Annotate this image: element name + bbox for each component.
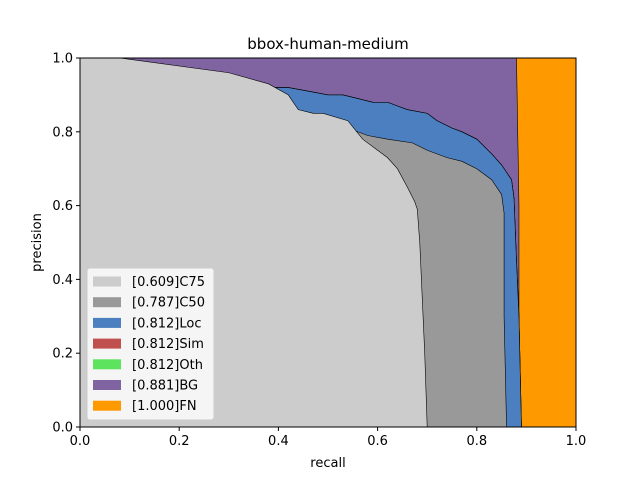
y-tick-label: 0.4 (52, 273, 73, 288)
legend-label-c50: [0.787]C50 (132, 296, 205, 311)
plot-frame (79, 57, 577, 428)
legend-label-c75: [0.609]C75 (132, 275, 205, 290)
y-tick-label: 0.2 (52, 347, 73, 362)
y-tick-label: 0.0 (52, 421, 73, 436)
legend-label-fn: [1.000]FN (132, 399, 197, 414)
y-tick-label: 1.0 (52, 52, 73, 67)
legend-swatch-loc (93, 317, 121, 328)
x-tick-label: 1.0 (566, 434, 587, 449)
legend-swatch-c75 (93, 276, 121, 287)
legend-label-bg: [0.881]BG (132, 379, 198, 394)
legend-label-loc: [0.812]Loc (132, 316, 201, 331)
y-axis-label: precision (30, 213, 45, 272)
legend-swatch-sim (93, 338, 121, 349)
legend: [0.609]C75 [0.787]C50 [0.812]Loc [0.812]Sim… (86, 267, 215, 421)
legend-label-oth: [0.812]Oth (132, 358, 203, 373)
legend-swatch-oth (93, 359, 121, 370)
y-tick-label: 0.6 (52, 199, 73, 214)
x-tick-label: 0.6 (367, 434, 388, 449)
x-axis-label: recall (310, 456, 345, 471)
legend-label-sim: [0.812]Sim (132, 337, 204, 352)
x-axis-ticks: 0.0 0.2 0.4 0.6 0.8 1.0 (70, 427, 587, 449)
y-axis-ticks: 0.0 0.2 0.4 0.6 0.8 1.0 (52, 52, 80, 436)
chart-title: bbox-human-medium (247, 35, 408, 53)
x-tick-label: 0.4 (268, 434, 289, 449)
y-tick-label: 0.8 (52, 125, 73, 140)
legend-swatch-fn (93, 400, 121, 411)
legend-swatch-c50 (93, 297, 121, 308)
x-tick-label: 0.2 (169, 434, 190, 449)
x-tick-label: 0.8 (466, 434, 487, 449)
x-tick-label: 0.0 (70, 434, 91, 449)
legend-swatch-bg (93, 380, 121, 390)
